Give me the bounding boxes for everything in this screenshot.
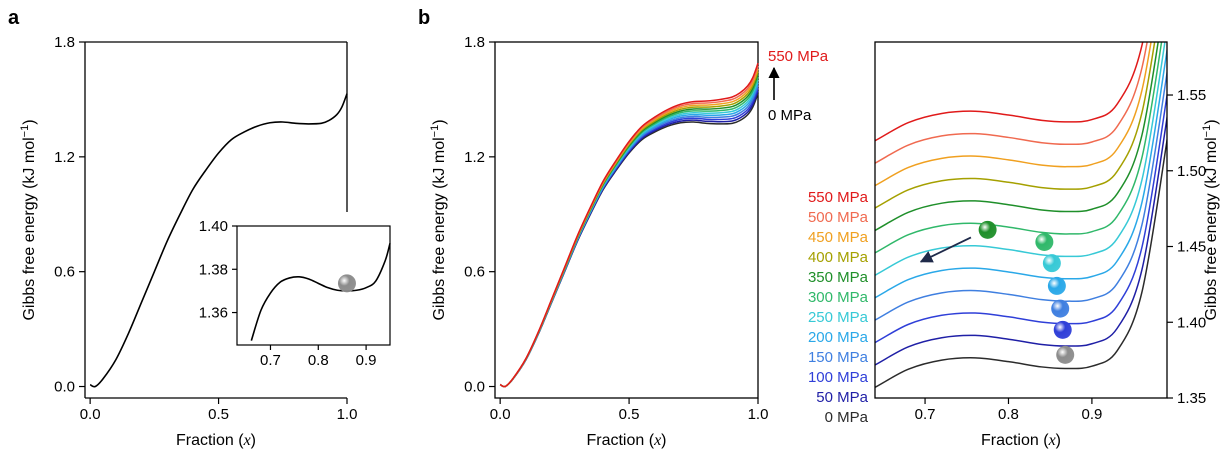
x-tick-label: 0.5 [208,406,229,423]
legend-label-350-mpa: 350 MPa [808,269,869,286]
gibbs-curve-550mpa [499,62,759,388]
zoom-curve-200mpa [875,45,1167,299]
y-tick-label: 1.40 [199,218,228,235]
ball-marker-5 [1035,232,1054,251]
gibbs-curve-200mpa [499,82,759,388]
panel-label-b: b [418,7,430,29]
y-tick-label: 1.45 [1177,239,1206,256]
zoom-curve-450mpa [875,42,1152,187]
y-tick-label: 1.8 [54,34,75,51]
gibbs-curve-250mpa [499,79,759,388]
pressure-annotation-bottom: 0 MPa [768,107,812,124]
gibbs-curve-450mpa [499,68,759,388]
zoom-curve-400mpa [875,42,1156,209]
plot-frame [494,41,759,399]
y-tick-label: 1.2 [464,149,485,166]
y-tick-label: 1.55 [1177,87,1206,104]
legend-label-100-mpa: 100 MPa [808,369,869,386]
y-tick-label: 0.0 [464,379,485,396]
y-axis-label: Gibbs free energy (kJ mol−1) [1201,119,1220,320]
zoom-curve-150mpa [875,68,1167,321]
gibbs-curve-50mpa [499,90,759,388]
x-tick-label: 0.8 [308,352,329,369]
zoom-curve-100mpa [875,90,1167,344]
x-tick-label: 0.0 [490,406,511,423]
x-tick-label: 0.9 [1081,406,1102,423]
zoom-curve-0mpa [875,135,1167,389]
legend-label-250-mpa: 250 MPa [808,309,869,326]
legend-label-50-mpa: 50 MPa [816,389,868,406]
inset-frame [236,225,391,346]
gibbs-curve-100mpa [499,87,759,388]
inset-gibbs-curve [250,243,391,341]
ball-marker-0 [1056,345,1075,364]
x-tick-label: 0.0 [80,406,101,423]
x-axis-label: Fraction (x) [586,432,666,449]
panel-a-chart: 0.0 0.6 1.2 1.8 0.0 0.5 1.0 Fraction (x) Gibbs f… [19,34,357,449]
zoom-curve-350mpa [875,42,1159,232]
legend-label-150-mpa: 150 MPa [808,349,869,366]
x-tick-label: 1.0 [337,406,358,423]
y-tick-label: 1.40 [1177,314,1206,331]
y-tick-label: 1.8 [464,34,485,51]
plot-frame [874,41,1168,399]
panel-b-chart: 0.0 0.6 1.2 1.8 0.0 0.5 1.0 Fraction (x) Gibbs f… [429,34,768,449]
x-tick-label: 0.7 [260,352,281,369]
panel-b-zoom-chart: 0.7 0.8 0.9 1.35 1.40 1.45 1.50 1.55 Fraction (x… [808,41,1220,449]
x-tick-label: 0.5 [619,406,640,423]
zoom-curves [875,42,1167,389]
ball-marker-2 [1051,299,1070,318]
legend-label-550-mpa: 550 MPa [808,189,869,206]
ball-marker-6 [978,220,997,239]
x-tick-label: 0.9 [356,352,377,369]
y-axis-label: Gibbs free energy (kJ mol−1) [429,119,448,320]
zoom-curve-500mpa [875,42,1148,165]
pressure-annotation-top: 550 MPa [768,48,829,65]
x-tick-label: 0.8 [998,406,1019,423]
panel-label-a: a [8,7,20,29]
gibbs-curve [89,93,348,388]
legend-label-500-mpa: 500 MPa [808,209,869,226]
gibbs-curve-500mpa [499,65,759,388]
x-tick-label: 1.0 [748,406,769,423]
minimum-shift-arrow [919,236,972,263]
ball-marker-1 [1053,320,1072,339]
legend-label-0-mpa: 0 MPa [825,409,869,426]
legend-label-400-mpa: 400 MPa [808,249,869,266]
x-axis-label: Fraction (x) [176,432,256,449]
gibbs-curve-150mpa [499,85,759,388]
zoom-curve-550mpa [875,42,1144,142]
panel-a-inset-chart: 1.36 1.38 1.40 0.7 0.8 0.9 [199,218,391,369]
ball-marker-3 [1047,276,1066,295]
y-tick-label: 0.0 [54,379,75,396]
inset-ball-marker [337,274,356,293]
y-axis-label: Gibbs free energy (kJ mol−1) [19,119,38,320]
y-tick-label: 1.35 [1177,390,1206,407]
zoom-curve-300mpa [875,42,1163,254]
y-tick-label: 1.2 [54,149,75,166]
y-tick-label: 1.36 [199,305,228,322]
legend-label-450-mpa: 450 MPa [808,229,869,246]
legend-label-200-mpa: 200 MPa [808,329,869,346]
zoom-curve-50mpa [875,113,1167,366]
y-tick-label: 1.38 [199,261,228,278]
y-tick-label: 0.6 [464,264,485,281]
gibbs-curve-0mpa [499,93,759,388]
x-tick-label: 0.7 [915,406,936,423]
x-axis-label: Fraction (x) [981,432,1061,449]
y-tick-label: 1.50 [1177,163,1206,180]
legend-label-300-mpa: 300 MPa [808,289,869,306]
pressure-arrow-annotation: 550 MPa 0 MPa [768,48,829,124]
ball-marker-4 [1042,254,1061,273]
y-tick-label: 0.6 [54,264,75,281]
